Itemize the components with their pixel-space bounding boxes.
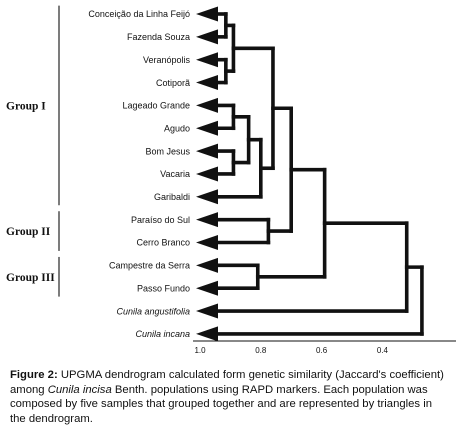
- scale-tick-label: 1.0: [194, 346, 206, 355]
- sample-triangle: [196, 212, 218, 228]
- taxon-label: Agudo: [164, 123, 190, 133]
- caption-text-before: UPGMA dendrogram calculated form genetic…: [10, 369, 444, 396]
- taxon-label: Lageado Grande: [122, 101, 190, 111]
- dendrogram-tree: [216, 12, 424, 336]
- taxon-label: Garibaldi: [154, 192, 190, 202]
- sample-triangle: [196, 143, 218, 159]
- sample-triangle: [196, 280, 218, 296]
- taxon-labels: Conceição da Linha Feijó Fazenda Souza Ver…: [88, 9, 190, 339]
- taxon-label: Cunila incana: [135, 329, 190, 339]
- taxon-label: Cerro Branco: [136, 238, 190, 248]
- scale-tick-label: 0.4: [377, 346, 389, 355]
- similarity-scale: 1.0 0.8 0.6 0.4: [193, 340, 456, 355]
- scale-tick-label: 0.8: [255, 346, 267, 355]
- sample-triangle: [196, 52, 218, 68]
- scale-tick-label: 0.6: [316, 346, 328, 355]
- taxon-label: Campestre da Serra: [109, 261, 190, 271]
- taxon-label: Cunila angustifolia: [116, 306, 190, 316]
- sample-triangle: [196, 75, 218, 91]
- group-label: Group II: [6, 226, 51, 238]
- sample-triangle: [196, 257, 218, 273]
- group-label: Group I: [6, 100, 46, 112]
- taxon-label: Paraíso do Sul: [131, 215, 190, 225]
- group-label: Group III: [6, 272, 55, 284]
- sample-triangle: [196, 326, 218, 342]
- sample-triangles: [196, 6, 218, 342]
- sample-triangle: [196, 6, 218, 22]
- taxon-label: Veranópolis: [143, 55, 191, 65]
- caption-species: Cunila incisa: [47, 383, 112, 396]
- sample-triangle: [196, 166, 218, 182]
- taxon-label: Bom Jesus: [145, 146, 190, 156]
- figure-caption: Figure 2: UPGMA dendrogram calculated fo…: [10, 368, 450, 426]
- taxon-label: Cotiporã: [156, 78, 190, 88]
- sample-triangle: [196, 97, 218, 113]
- sample-triangle: [196, 120, 218, 136]
- taxon-label: Vacaria: [160, 169, 190, 179]
- sample-triangle: [196, 303, 218, 319]
- sample-triangle: [196, 235, 218, 250]
- sample-triangle: [196, 29, 218, 45]
- caption-text-after: Benth. populations using RAPD markers. E…: [10, 383, 433, 425]
- group-brackets: Group I Group II Group III: [6, 5, 60, 297]
- sample-triangle: [196, 189, 218, 205]
- dendrogram-figure: Group I Group II Group III Conceição da Li…: [6, 5, 456, 355]
- taxon-label: Passo Fundo: [137, 283, 190, 293]
- taxon-label: Conceição da Linha Feijó: [88, 9, 190, 19]
- caption-label: Figure 2:: [10, 369, 58, 381]
- taxon-label: Fazenda Souza: [127, 32, 190, 42]
